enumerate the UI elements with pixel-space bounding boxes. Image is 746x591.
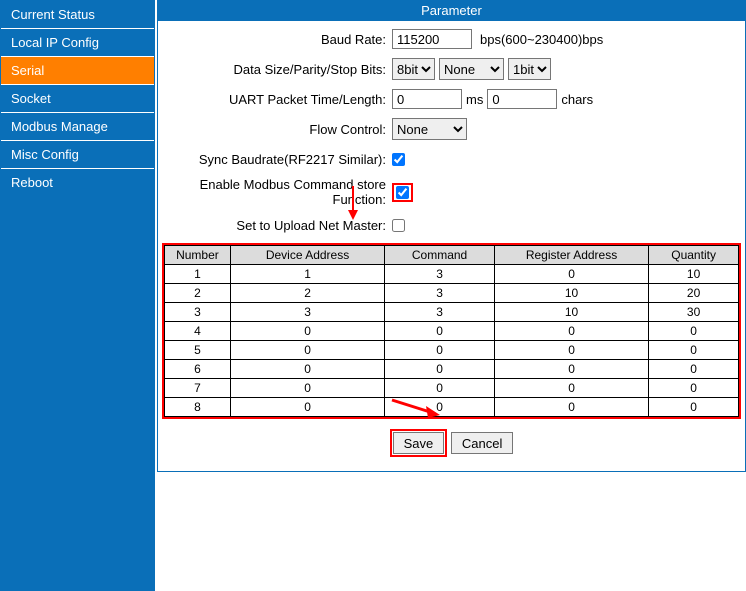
row-databits: Data Size/Parity/Stop Bits: 8bit None 1b… xyxy=(162,57,741,81)
packet-length-unit: chars xyxy=(561,92,593,107)
table-cell: 0 xyxy=(649,398,739,417)
table-cell: 0 xyxy=(649,322,739,341)
button-bar: Save Cancel xyxy=(162,419,741,467)
baud-label: Baud Rate: xyxy=(162,32,392,47)
modbus-table: NumberDevice AddressCommandRegister Addr… xyxy=(164,245,739,417)
parity-select[interactable]: None xyxy=(439,58,504,80)
enable-modbus-highlight xyxy=(392,183,413,202)
table-cell: 3 xyxy=(385,303,495,322)
table-cell: 0 xyxy=(385,398,495,417)
table-row: 113010 xyxy=(165,265,739,284)
baud-input[interactable] xyxy=(392,29,472,49)
table-row: 50000 xyxy=(165,341,739,360)
table-cell: 0 xyxy=(230,398,384,417)
table-cell: 0 xyxy=(649,341,739,360)
row-upload: Set to Upload Net Master: xyxy=(162,213,741,237)
table-cell: 20 xyxy=(649,284,739,303)
table-cell: 4 xyxy=(165,322,231,341)
modbus-table-highlight: NumberDevice AddressCommandRegister Addr… xyxy=(162,243,741,419)
sidebar-item-serial[interactable]: Serial xyxy=(1,57,154,85)
row-flow: Flow Control: None xyxy=(162,117,741,141)
table-cell: 0 xyxy=(494,360,648,379)
sidebar-fill xyxy=(1,197,154,590)
table-cell: 0 xyxy=(649,379,739,398)
table-cell: 0 xyxy=(385,379,495,398)
packet-time-unit: ms xyxy=(466,92,483,107)
table-header: Register Address xyxy=(494,246,648,265)
table-header: Quantity xyxy=(649,246,739,265)
table-cell: 0 xyxy=(385,341,495,360)
table-cell: 3 xyxy=(385,284,495,303)
table-row: 80000 xyxy=(165,398,739,417)
table-cell: 0 xyxy=(230,379,384,398)
table-cell: 8 xyxy=(165,398,231,417)
upload-label: Set to Upload Net Master: xyxy=(162,218,392,233)
table-cell: 30 xyxy=(649,303,739,322)
baud-suffix: bps(600~230400)bps xyxy=(480,32,603,47)
sidebar: Current StatusLocal IP ConfigSerialSocke… xyxy=(0,0,155,591)
sync-checkbox[interactable] xyxy=(392,153,405,166)
table-row: 60000 xyxy=(165,360,739,379)
table-row: 3331030 xyxy=(165,303,739,322)
table-cell: 7 xyxy=(165,379,231,398)
table-cell: 0 xyxy=(385,360,495,379)
enable-modbus-checkbox[interactable] xyxy=(396,186,409,199)
table-cell: 0 xyxy=(494,398,648,417)
packet-time-input[interactable] xyxy=(392,89,462,109)
table-cell: 1 xyxy=(230,265,384,284)
table-header: Number xyxy=(165,246,231,265)
packet-label: UART Packet Time/Length: xyxy=(162,92,392,107)
sidebar-item-reboot[interactable]: Reboot xyxy=(1,169,154,197)
table-cell: 10 xyxy=(494,303,648,322)
table-cell: 0 xyxy=(230,360,384,379)
table-cell: 0 xyxy=(494,265,648,284)
table-cell: 3 xyxy=(385,265,495,284)
table-row: 70000 xyxy=(165,379,739,398)
row-baud: Baud Rate: bps(600~230400)bps xyxy=(162,27,741,51)
table-cell: 0 xyxy=(494,379,648,398)
sync-label: Sync Baudrate(RF2217 Similar): xyxy=(162,152,392,167)
table-cell: 0 xyxy=(230,341,384,360)
databits-label: Data Size/Parity/Stop Bits: xyxy=(162,62,392,77)
table-header: Device Address xyxy=(230,246,384,265)
sidebar-item-modbus-manage[interactable]: Modbus Manage xyxy=(1,113,154,141)
row-enable-modbus: Enable Modbus Command store Function: xyxy=(162,177,741,207)
table-cell: 6 xyxy=(165,360,231,379)
table-cell: 0 xyxy=(494,322,648,341)
table-cell: 0 xyxy=(649,360,739,379)
cancel-button[interactable]: Cancel xyxy=(451,432,513,454)
enable-modbus-label: Enable Modbus Command store Function: xyxy=(162,177,392,207)
table-cell: 10 xyxy=(649,265,739,284)
flow-select[interactable]: None xyxy=(392,118,467,140)
table-row: 40000 xyxy=(165,322,739,341)
table-header: Command xyxy=(385,246,495,265)
panel-title: Parameter xyxy=(158,1,745,21)
flow-label: Flow Control: xyxy=(162,122,392,137)
table-cell: 2 xyxy=(165,284,231,303)
table-cell: 0 xyxy=(494,341,648,360)
stop-select[interactable]: 1bit xyxy=(508,58,551,80)
form: Baud Rate: bps(600~230400)bps Data Size/… xyxy=(158,21,745,471)
sidebar-item-current-status[interactable]: Current Status xyxy=(1,1,154,29)
packet-length-input[interactable] xyxy=(487,89,557,109)
table-cell: 0 xyxy=(230,322,384,341)
save-button[interactable]: Save xyxy=(393,432,445,454)
table-cell: 5 xyxy=(165,341,231,360)
table-row: 2231020 xyxy=(165,284,739,303)
sidebar-item-local-ip-config[interactable]: Local IP Config xyxy=(1,29,154,57)
upload-checkbox[interactable] xyxy=(392,219,405,232)
main-panel: Parameter Baud Rate: bps(600~230400)bps … xyxy=(157,0,746,472)
table-cell: 1 xyxy=(165,265,231,284)
sidebar-item-misc-config[interactable]: Misc Config xyxy=(1,141,154,169)
table-cell: 10 xyxy=(494,284,648,303)
save-highlight: Save xyxy=(390,429,448,457)
data-size-select[interactable]: 8bit xyxy=(392,58,435,80)
row-packet: UART Packet Time/Length: ms chars xyxy=(162,87,741,111)
sidebar-item-socket[interactable]: Socket xyxy=(1,85,154,113)
table-cell: 2 xyxy=(230,284,384,303)
table-cell: 0 xyxy=(385,322,495,341)
row-sync: Sync Baudrate(RF2217 Similar): xyxy=(162,147,741,171)
table-cell: 3 xyxy=(230,303,384,322)
table-cell: 3 xyxy=(165,303,231,322)
